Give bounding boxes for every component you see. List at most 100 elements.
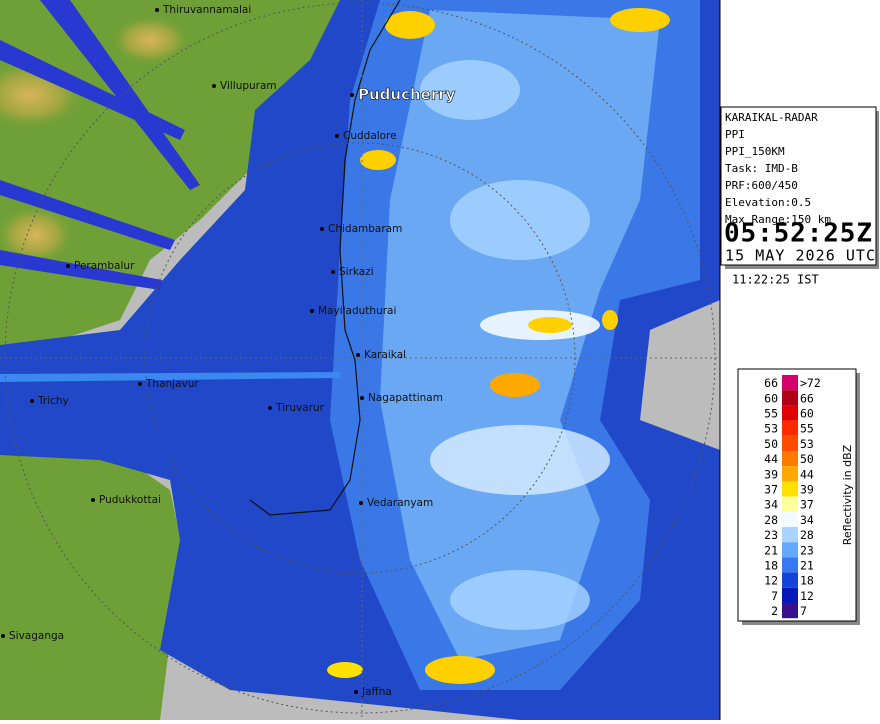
- info-line: Elevation:0.5: [725, 196, 811, 209]
- place-label: Thiruvannamalai: [162, 4, 251, 16]
- place-label: Trichy: [37, 395, 69, 407]
- legend-high: 37: [800, 498, 814, 512]
- place-label: Pudukkottai: [99, 494, 161, 506]
- utc-date: 15 MAY 2026 UTC: [725, 247, 875, 265]
- map-shape: [4, 2, 716, 714]
- place-dot: [359, 501, 363, 505]
- legend-low: 34: [764, 498, 778, 512]
- legend-swatch: [782, 527, 798, 543]
- info-text: KARAIKAL-RADAR PPI PPI_150KM Task: IMD-B PRF…: [724, 111, 875, 287]
- place-label: Puducherry: [358, 86, 456, 104]
- legend-swatch: [782, 481, 798, 497]
- place-label: Perambalur: [74, 260, 135, 272]
- place-dot: [335, 134, 339, 138]
- place-dot: [66, 264, 70, 268]
- utc-time: 05:52:25Z: [724, 219, 872, 249]
- map-shape: [327, 662, 363, 678]
- legend-low: 55: [764, 407, 778, 421]
- legend-high: 60: [800, 407, 814, 421]
- legend-low: 2: [771, 604, 778, 618]
- legend-high: 66: [800, 391, 814, 405]
- place-label: Jaffna: [361, 686, 392, 698]
- place-label: Chidambaram: [328, 223, 402, 235]
- legend-title: Reflectivity in dBZ: [841, 444, 854, 545]
- place-dot: [360, 396, 364, 400]
- place-label: Sivaganga: [9, 630, 64, 642]
- map-shape: [40, 0, 200, 190]
- map-shape: [425, 656, 495, 684]
- info-line: KARAIKAL-RADAR: [725, 111, 818, 124]
- legend-low: 53: [764, 422, 778, 436]
- map-shape: [602, 310, 618, 330]
- map-shape: [450, 570, 590, 630]
- map-shape: [110, 15, 190, 65]
- place-dot: [91, 498, 95, 502]
- legend-low: 23: [764, 528, 778, 542]
- place-label: Sirkazi: [339, 266, 374, 278]
- legend-low: 37: [764, 483, 778, 497]
- legend-high: 50: [800, 452, 814, 466]
- legend-swatch: [782, 587, 798, 603]
- place-label: Villupuram: [220, 80, 277, 92]
- place-label: Nagapattinam: [368, 392, 443, 404]
- legend-high: 53: [800, 437, 814, 451]
- info-panel: [720, 106, 877, 266]
- legend-low: 66: [764, 376, 778, 390]
- legend-low: 60: [764, 391, 778, 405]
- place-dot: [331, 270, 335, 274]
- legend-swatch: [782, 451, 798, 467]
- place-label: Tiruvarur: [275, 402, 325, 414]
- legend-low: 21: [764, 543, 778, 557]
- legend-swatch: [782, 390, 798, 406]
- legend-swatch: [782, 557, 798, 573]
- legend-high: >72: [800, 376, 821, 390]
- place-dot: [30, 399, 34, 403]
- radar-map: Thiruvannamalai Villupuram Puducherry Cudda…: [0, 0, 720, 720]
- legend-low: 28: [764, 513, 778, 527]
- legend-swatch: [782, 511, 798, 527]
- place-label: Karaikal: [364, 349, 406, 361]
- place-label: Cuddalore: [343, 130, 397, 142]
- map-shape: [450, 180, 590, 260]
- legend-high: 55: [800, 422, 814, 436]
- map-shape: [0, 372, 340, 382]
- legend-swatch: [782, 466, 798, 482]
- legend-high: 7: [800, 604, 807, 618]
- place-dot: [212, 84, 216, 88]
- legend-low: 44: [764, 452, 778, 466]
- info-line: Max Range:150 km: [725, 213, 831, 226]
- map-shape: [490, 373, 540, 397]
- place-dot: [320, 227, 324, 231]
- map-shape: [0, 250, 162, 290]
- map-shape: [144, 142, 576, 574]
- place-dot: [138, 382, 142, 386]
- info-line: PRF:600/450: [725, 179, 798, 192]
- legend-high: 44: [800, 467, 814, 481]
- place-dot: [310, 309, 314, 313]
- legend-swatch: [782, 542, 798, 558]
- place-label: Vedaranyam: [367, 497, 433, 509]
- legend-high: 12: [800, 589, 814, 603]
- legend-high: 23: [800, 543, 814, 557]
- legend-low: 7: [771, 589, 778, 603]
- place-label: Thanjavur: [145, 378, 199, 390]
- legend-swatch: [782, 603, 798, 619]
- legend-high: 34: [800, 513, 814, 527]
- legend-high: 21: [800, 559, 814, 573]
- place-label: Mayiladuthurai: [318, 305, 396, 317]
- map-shape: [430, 425, 610, 495]
- info-line: PPI: [725, 128, 745, 141]
- legend-low: 39: [764, 467, 778, 481]
- map-shape: [420, 60, 520, 120]
- legend-swatch: [782, 496, 798, 512]
- map-shape: [249, 0, 401, 516]
- map-shape: [385, 11, 435, 39]
- place-labels: Thiruvannamalai Villupuram Puducherry Cudda…: [1, 4, 456, 698]
- legend-swatch: [782, 375, 798, 391]
- place-dot: [350, 93, 354, 97]
- place-dot: [268, 406, 272, 410]
- legend-low: 18: [764, 559, 778, 573]
- legend-high: 39: [800, 483, 814, 497]
- place-dot: [354, 690, 358, 694]
